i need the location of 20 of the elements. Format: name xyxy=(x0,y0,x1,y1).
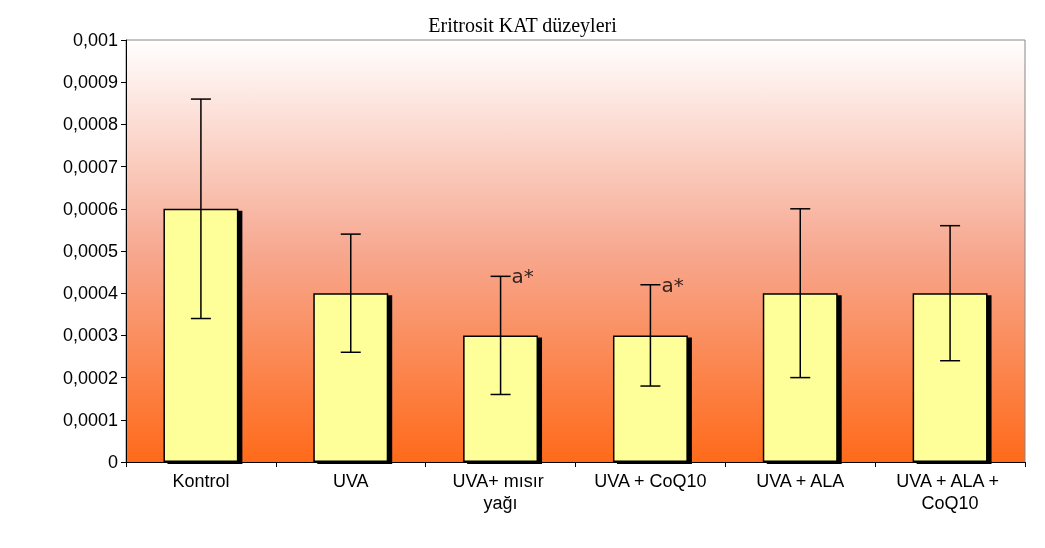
x-tick-label: UVA + CoQ10 xyxy=(594,471,707,491)
x-tick-label: UVA+ mısır yağı xyxy=(452,471,549,513)
y-tick-label: 0,0001 xyxy=(62,409,118,430)
y-tick-label: 0,0006 xyxy=(62,198,118,219)
y-tick-label: 0,001 xyxy=(72,30,118,50)
x-tick-label: UVA + ALA xyxy=(756,471,845,491)
y-tick-label: 0,0005 xyxy=(62,241,118,261)
x-tick-label: UVA + ALA + CoQ10 xyxy=(896,471,1004,513)
y-tick-label: 0,0004 xyxy=(62,283,118,304)
y-tick-label: 0 xyxy=(107,452,118,472)
x-tick-label: UVA xyxy=(332,471,369,491)
y-tick-label: 0,0008 xyxy=(62,114,118,135)
chart-title: Eritrosit KAT düzeyleri xyxy=(428,14,618,37)
y-tick-label: 0,0002 xyxy=(62,367,118,388)
y-tick-label: 0,0007 xyxy=(62,156,118,177)
x-tick-label: Kontrol xyxy=(172,471,230,491)
annotation: a* xyxy=(661,272,684,297)
y-tick-label: 0,0003 xyxy=(62,325,118,346)
y-tick-label: 0,0009 xyxy=(62,72,118,93)
annotation: a* xyxy=(511,264,534,289)
